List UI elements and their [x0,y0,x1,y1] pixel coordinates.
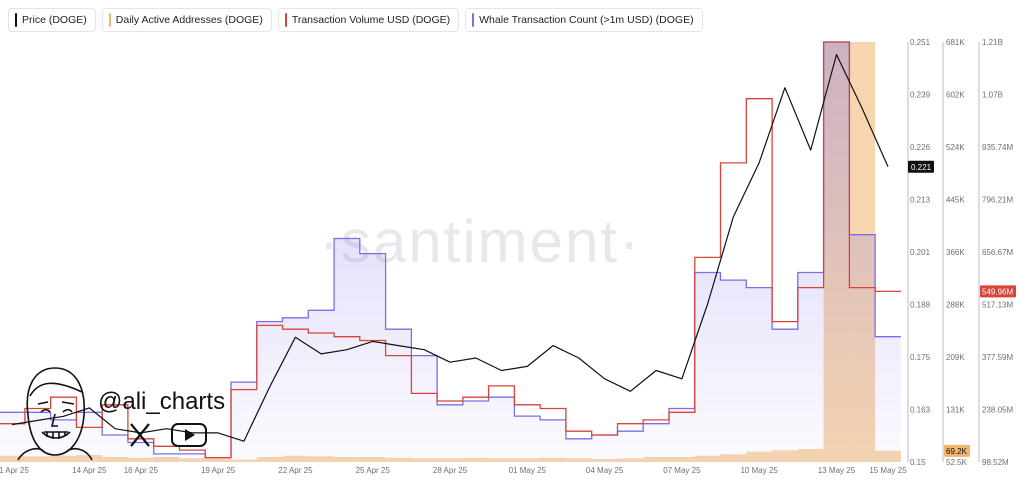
x-tick-label: 04 May 25 [586,466,624,475]
x-tick-label: 07 May 25 [663,466,701,475]
volume-tick-label: 796.21M [982,196,1013,205]
daa-badge [944,444,970,457]
price-tick-label: 0.201 [910,248,931,257]
youtube-logo-icon [171,423,207,447]
legend-label-volume: Transaction Volume USD (DOGE) [291,14,451,26]
x-tick-label: 16 Apr 25 [124,466,159,475]
price-swatch [15,13,17,27]
price-badge-label: 0.221 [911,163,932,172]
whale-area-fill [0,42,901,462]
legend-item-whale-count[interactable]: Whale Transaction Count (>1m USD) (DOGE) [465,8,703,32]
price-tick-label: 0.226 [910,143,931,152]
daa-tick-label: 288K [946,301,965,310]
axes: 0.251 0.239 0.226 0.213 0.201 0.188 0.175 0.163… [0,38,1013,475]
daa-tick-label: 524K [946,143,965,152]
volume-badge [980,285,1016,298]
volume-badge-label: 549.96M [982,287,1013,296]
x-logo-icon [130,423,150,447]
whale-count-line [0,41,901,459]
price-tick-label: 0.239 [910,91,931,100]
legend-label-price: Price (DOGE) [22,14,87,26]
daa-tick-label: 445K [946,196,965,205]
volume-tick-label: 517.13M [982,301,1013,310]
x-tick-label: 19 Apr 25 [201,466,236,475]
transaction-volume-line [0,41,901,459]
whale-swatch [472,13,475,27]
chart-legend: Price (DOGE) Daily Active Addresses (DOG… [8,8,703,32]
daa-badge-label: 69.2K [946,447,968,456]
legend-item-price[interactable]: Price (DOGE) [8,8,96,32]
legend-item-transaction-volume[interactable]: Transaction Volume USD (DOGE) [277,8,460,32]
price-tick-label: 0.213 [910,196,931,205]
x-tick-label: 10 May 25 [740,466,778,475]
ali-charts-logo: @ali_charts [17,367,225,461]
price-tick-label: 0.163 [910,406,931,415]
volume-tick-label: 98.52M [982,458,1009,467]
price-badge [908,160,934,173]
x-tick-label: 25 Apr 25 [356,466,391,475]
price-line [11,53,889,442]
volume-tick-label: 377.59M [982,353,1013,362]
x-tick-label: 15 May 25 [869,466,907,475]
daa-tick-label: 52.5K [946,458,968,467]
series-lines [0,41,901,459]
whale-area [0,42,901,462]
x-tick-label: 28 Apr 25 [433,466,468,475]
price-tick-label: 0.188 [910,301,931,310]
volume-swatch [284,13,287,27]
volume-tick-label: 1.07B [982,91,1003,100]
price-tick-label: 0.15 [910,458,926,467]
price-tick-label: 0.251 [910,38,931,47]
volume-tick-label: 935.74M [982,143,1013,152]
x-tick-label: 01 May 25 [509,466,547,475]
x-tick-label: 14 Apr 25 [72,466,107,475]
daa-tick-label: 366K [946,248,965,257]
daa-tick-label: 681K [946,38,965,47]
x-tick-label: 11 Apr 25 [0,466,29,475]
x-tick-label: 22 Apr 25 [278,466,313,475]
volume-tick-label: 238.05M [982,406,1013,415]
price-tick-label: 0.175 [910,353,931,362]
avatar-face-icon [17,367,93,461]
x-tick-label: 13 May 25 [818,466,856,475]
daa-swatch [108,13,111,27]
value-badges: 0.221 549.96M 69.2K [908,160,1016,457]
legend-item-daily-active-addresses[interactable]: Daily Active Addresses (DOGE) [101,8,272,32]
daa-tick-label: 602K [946,91,965,100]
legend-label-whale: Whale Transaction Count (>1m USD) (DOGE) [479,14,694,26]
legend-label-daa: Daily Active Addresses (DOGE) [115,14,263,26]
brand-handle: @ali_charts [98,388,225,415]
daa-tick-label: 131K [946,406,965,415]
volume-tick-label: 656.67M [982,248,1013,257]
volume-tick-label: 1.21B [982,38,1003,47]
daa-tick-label: 209K [946,353,965,362]
